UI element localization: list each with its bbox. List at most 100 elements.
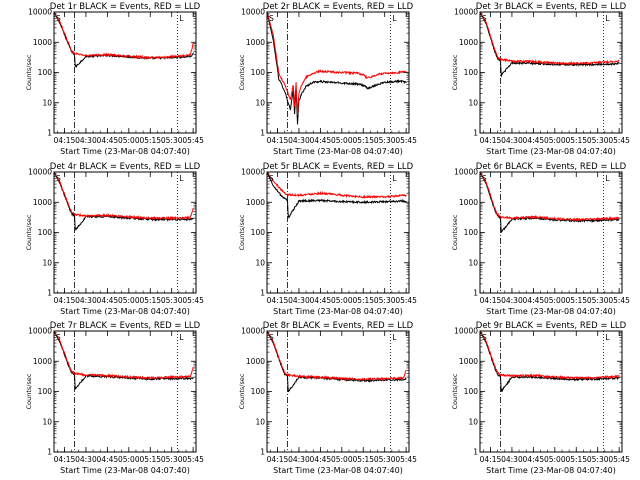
y-tick-label: 10000 [28, 327, 52, 336]
marker-l: L [392, 14, 397, 23]
plot-area [267, 12, 407, 133]
panel-det-3: Det 3r BLACK = Events, RED = LLD 1 10 100 10… [451, 2, 630, 156]
y-tick-label: 1 [47, 448, 52, 457]
panel-title: Det 4r BLACK = Events, RED = LLD [50, 162, 201, 172]
x-tick-label: 04:45 [97, 136, 119, 145]
panel-det-1: Det 1r BLACK = Events, RED = LLD 1 10 100 10… [25, 2, 204, 156]
x-tick-label: 05:15 [139, 455, 161, 464]
y-axis: 1 10 100 1000 10000 [454, 168, 622, 298]
x-tick-label: 04:30 [75, 136, 97, 145]
x-tick-label: 05:15 [352, 136, 374, 145]
x-tick-label: 05:45 [182, 136, 204, 145]
series-events-line [480, 172, 620, 234]
x-tick-label: 04:45 [97, 296, 119, 305]
series-events-line [267, 172, 407, 219]
panel-title: Det 9r BLACK = Events, RED = LLD [476, 321, 627, 331]
series-lld-line [54, 172, 194, 221]
marker-l: L [605, 174, 610, 183]
x-axis: 04:15 04:30 04:45 05:00 05:15 05:30 05:45 [54, 12, 204, 145]
x-axis: 04:15 04:30 04:45 05:00 05:15 05:30 05:45 [54, 172, 204, 305]
x-axis-label: Start Time (23-Mar-08 04:07:40) [486, 466, 616, 475]
x-tick-label: 05:45 [608, 296, 630, 305]
plot-area [267, 331, 407, 452]
x-axis-label: Start Time (23-Mar-08 04:07:40) [486, 147, 616, 156]
panel-det-2: Det 2r BLACK = Events, RED = LLD 1 10 100 10… [238, 2, 417, 156]
x-tick-label: 05:45 [395, 296, 417, 305]
x-tick-label: 04:15 [54, 296, 76, 305]
plot-frame [266, 171, 410, 294]
x-tick-label: 05:00 [331, 136, 353, 145]
y-tick-label: 1000 [246, 357, 265, 366]
y-axis-label: Counts/sec [238, 214, 246, 250]
x-tick-label: 05:00 [544, 136, 566, 145]
x-tick-label: 05:30 [161, 455, 183, 464]
y-tick-label: 1000 [459, 38, 478, 47]
y-tick-label: 100 [464, 387, 479, 396]
x-tick-label: 04:45 [523, 136, 545, 145]
panel-title: Det 8r BLACK = Events, RED = LLD [263, 321, 414, 331]
y-tick-label: 1000 [33, 38, 52, 47]
y-axis: 1 10 100 1000 10000 [241, 168, 409, 298]
y-tick-label: 10000 [28, 8, 52, 17]
x-tick-label: 05:30 [161, 136, 183, 145]
x-tick-label: 04:15 [267, 455, 289, 464]
plot-area [54, 172, 194, 293]
x-tick-label: 05:00 [118, 136, 140, 145]
y-tick-label: 100 [251, 228, 266, 237]
panel-det-4: Det 4r BLACK = Events, RED = LLD 1 10 100 10… [25, 162, 204, 316]
series-events-line [267, 331, 407, 393]
x-tick-label: 05:15 [565, 296, 587, 305]
y-tick-label: 10 [255, 417, 265, 426]
x-tick-label: 05:15 [352, 296, 374, 305]
series-lld-line [54, 331, 194, 380]
marker-l: L [392, 333, 397, 342]
plot-frame [53, 330, 197, 453]
x-tick-label: 04:30 [288, 455, 310, 464]
series-lld-line [480, 331, 620, 380]
marker-s: S [269, 174, 274, 183]
x-axis-label: Start Time (23-Mar-08 04:07:40) [60, 147, 190, 156]
x-tick-label: 05:45 [608, 455, 630, 464]
x-axis: 04:15 04:30 04:45 05:00 05:15 05:30 05:45 [54, 331, 204, 464]
y-tick-label: 10 [42, 258, 52, 267]
panel-det-7: Det 7r BLACK = Events, RED = LLD 1 10 100 10… [25, 321, 204, 475]
x-tick-label: 05:00 [118, 455, 140, 464]
series-events-line [54, 12, 194, 68]
x-tick-label: 05:00 [544, 296, 566, 305]
x-tick-label: 05:45 [395, 455, 417, 464]
x-tick-label: 04:45 [523, 296, 545, 305]
y-tick-label: 1000 [246, 38, 265, 47]
x-tick-label: 05:45 [608, 136, 630, 145]
y-tick-label: 100 [38, 228, 53, 237]
x-tick-label: 04:15 [267, 296, 289, 305]
x-tick-label: 04:30 [501, 136, 523, 145]
y-tick-label: 1000 [33, 198, 52, 207]
x-axis-label: Start Time (23-Mar-08 04:07:40) [486, 307, 616, 316]
x-tick-label: 05:30 [587, 136, 609, 145]
x-tick-label: 04:45 [523, 455, 545, 464]
y-axis-label: Counts/sec [451, 214, 459, 250]
y-tick-label: 1 [47, 289, 52, 298]
y-tick-label: 1 [473, 129, 478, 138]
x-axis: 04:15 04:30 04:45 05:00 05:15 05:30 05:45 [267, 172, 417, 305]
series-lld-line [480, 172, 620, 222]
x-tick-label: 04:45 [310, 296, 332, 305]
y-axis: 1 10 100 1000 10000 [28, 168, 196, 298]
x-axis-label: Start Time (23-Mar-08 04:07:40) [60, 307, 190, 316]
panel-title: Det 2r BLACK = Events, RED = LLD [263, 2, 414, 12]
x-axis: 04:15 04:30 04:45 05:00 05:15 05:30 05:45 [267, 12, 417, 145]
y-axis: 1 10 100 1000 10000 [28, 8, 196, 138]
marker-s: S [482, 14, 487, 23]
marker-s: S [56, 174, 61, 183]
marker-s: S [482, 174, 487, 183]
y-axis-label: Counts/sec [25, 214, 33, 250]
x-tick-label: 05:15 [139, 296, 161, 305]
x-tick-label: 05:15 [352, 455, 374, 464]
y-tick-label: 10000 [28, 168, 52, 177]
marker-s: S [56, 14, 61, 23]
x-tick-label: 05:00 [544, 455, 566, 464]
panel-title: Det 5r BLACK = Events, RED = LLD [263, 162, 414, 172]
series-lld-line [54, 12, 194, 60]
plot-frame [53, 11, 197, 134]
y-tick-label: 100 [464, 68, 479, 77]
